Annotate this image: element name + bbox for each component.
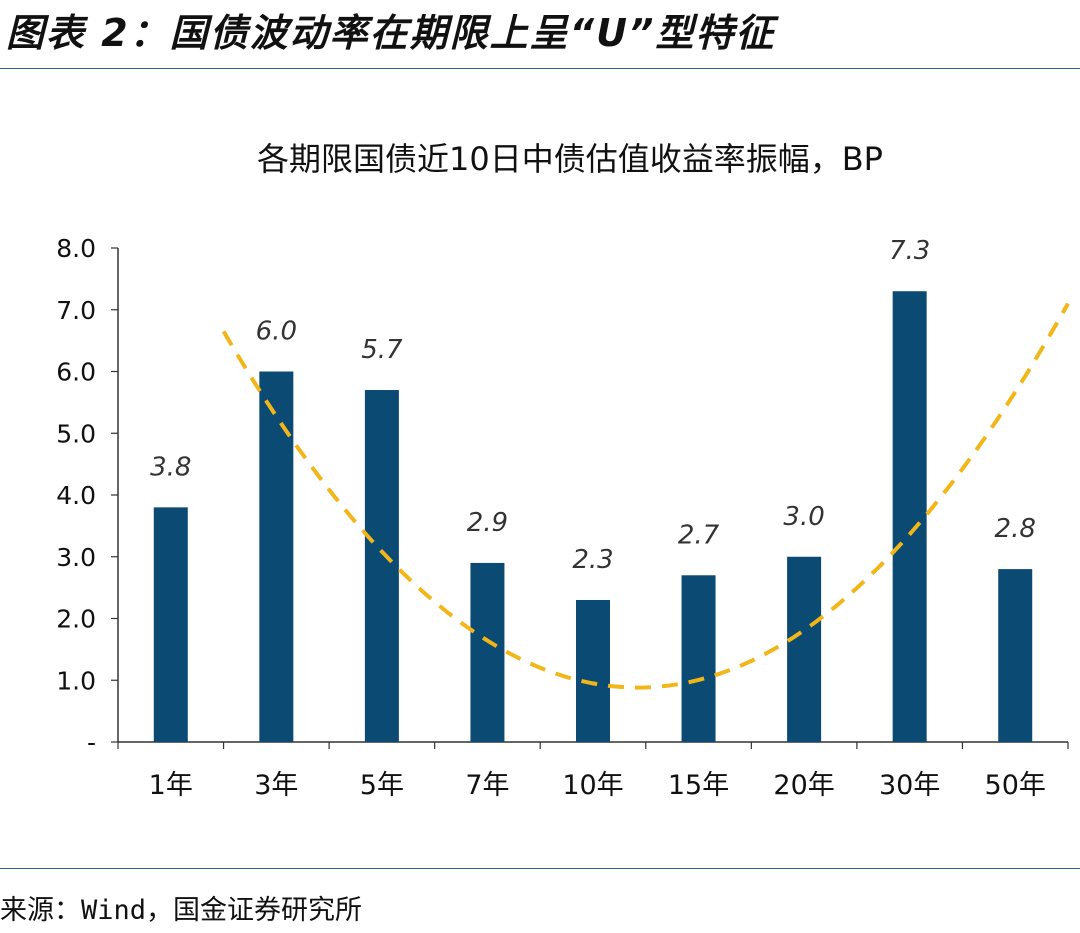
figure-title: 图表 2：国债波动率在期限上呈“U”型特征 [6,11,776,55]
x-tick-label: 30年 [879,770,940,801]
x-tick-label: 10年 [562,770,623,801]
bar [576,599,610,742]
data-labels: 3.8 6.0 5.7 2.9 2.3 2.7 3.0 7.3 2.8 [150,236,1036,575]
data-label: 2.8 [995,514,1036,544]
y-tick-label: 1.0 [56,666,96,695]
y-tick-label: 7.0 [56,296,96,325]
top-divider [0,68,1080,69]
bar-chart: 各期限国债近10日中债估值收益率振幅，BP - 1.0 2.0 3.0 4.0 5.0 6.… [56,140,1070,801]
y-tick-label: 4.0 [56,481,96,510]
u-trend-curve [221,302,1070,690]
bottom-divider [0,868,1080,869]
bar [787,556,822,742]
data-label: 3.0 [783,502,824,532]
x-tick-label: 50年 [985,770,1046,801]
bar [470,562,505,742]
data-label: 6.0 [256,317,297,347]
y-axis-ticks: - 1.0 2.0 3.0 4.0 5.0 6.0 7.0 8.0 [56,234,118,757]
y-tick-label: 5.0 [56,419,96,448]
bar [998,569,1033,742]
x-axis-ticks: 1年 3年 5年 7年 10年 15年 20年 30年 50年 [149,770,1046,801]
bar [153,507,188,742]
data-label: 7.3 [889,236,930,266]
y-tick-label: 8.0 [56,234,96,263]
x-tick-label: 7年 [465,770,509,801]
x-tick-label: 5年 [360,770,404,801]
x-tick-label: 1年 [149,770,193,801]
trend-line [221,302,1070,690]
y-tick-label: 2.0 [56,605,96,634]
x-tick-label: 20年 [773,770,834,801]
data-label: 5.7 [361,335,403,365]
bar [892,291,927,742]
bar [681,575,716,742]
data-label: 2.9 [467,508,508,538]
bar [364,390,399,742]
bar [259,371,294,742]
data-label: 2.3 [572,545,613,575]
y-tick-label: - [87,728,96,757]
source-note: 来源：Wind，国金证券研究所 [0,895,363,926]
y-tick-label: 3.0 [56,543,96,572]
data-label: 2.7 [678,520,720,550]
x-tick-label: 3年 [254,770,298,801]
data-label: 3.8 [150,452,191,482]
y-tick-label: 6.0 [56,358,96,387]
bars [153,291,1033,742]
x-tick-label: 15年 [668,770,729,801]
chart-title: 各期限国债近10日中债估值收益率振幅，BP [257,140,883,178]
